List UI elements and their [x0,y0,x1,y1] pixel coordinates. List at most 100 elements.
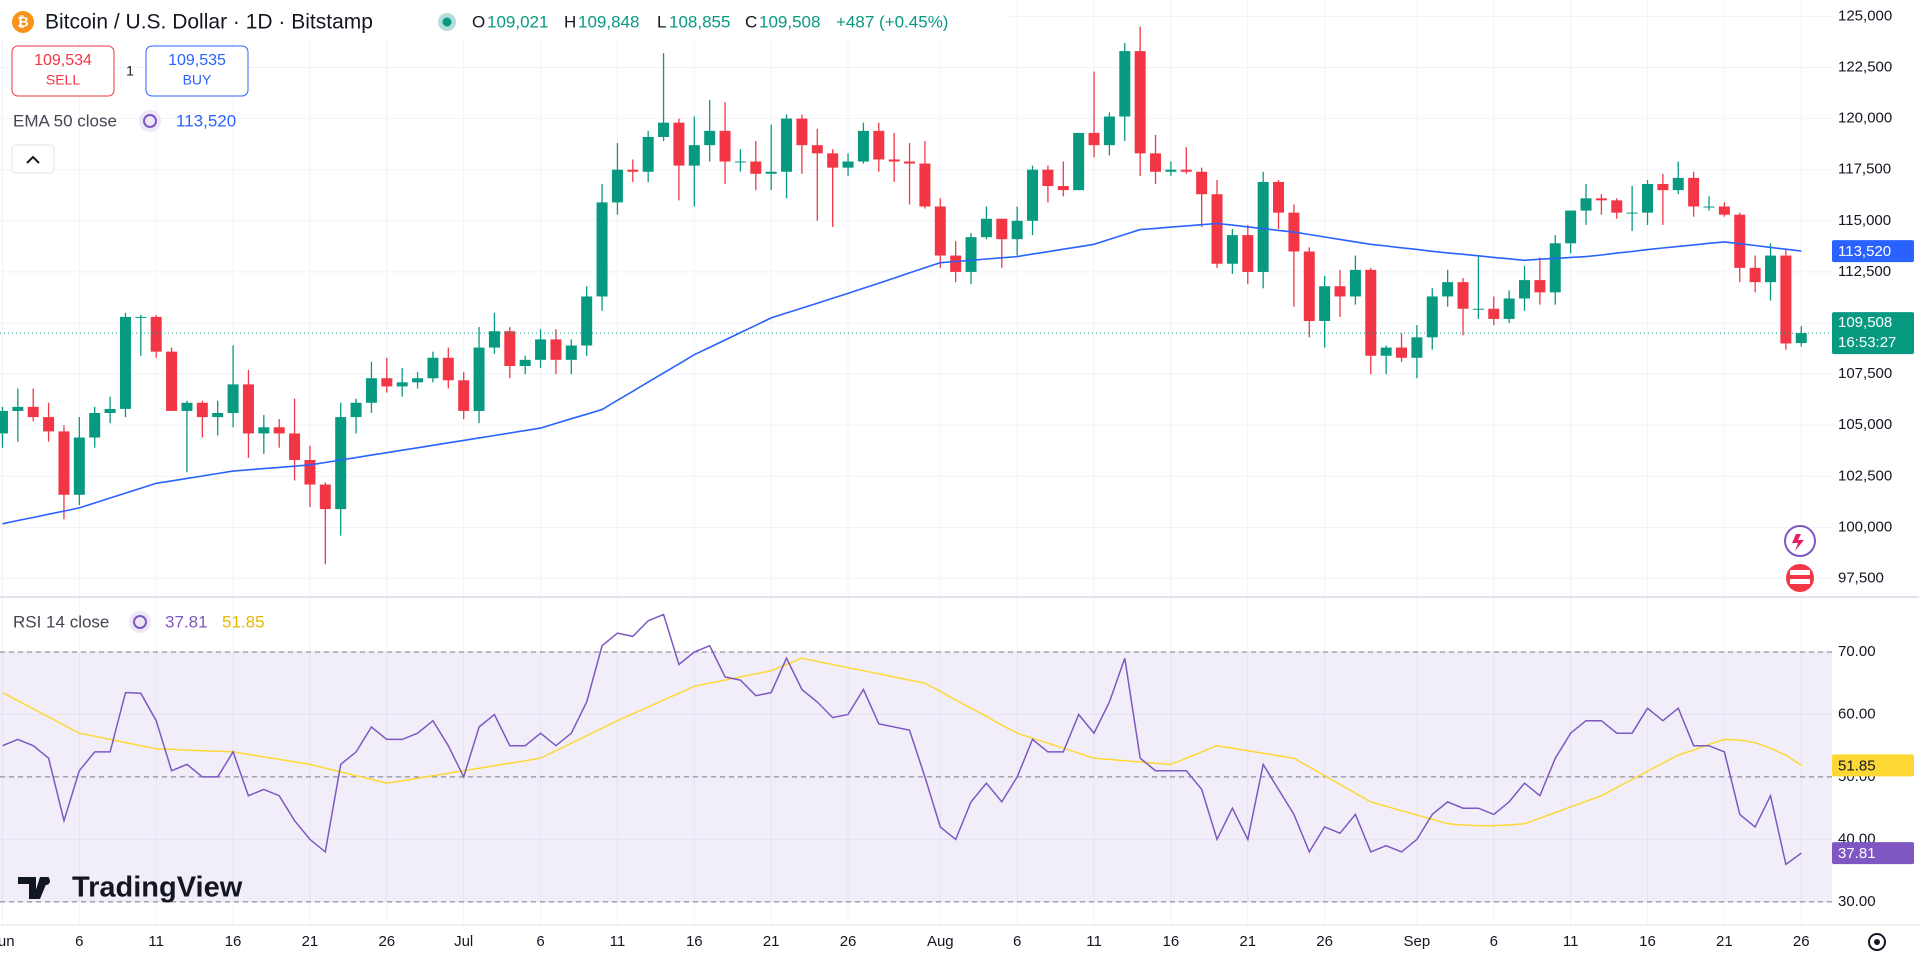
buy-price[interactable]: 109,535 [168,52,226,69]
header-bg [0,0,1010,40]
candle-body [627,169,639,172]
x-tick-label: 16 [686,933,703,950]
plot-layer [0,26,1832,866]
candle-body [1103,116,1115,146]
candle-body [1426,296,1438,338]
candle-body [888,159,900,162]
candle-body [1411,337,1423,358]
collapse-icon [26,155,40,164]
indicator-icon[interactable] [139,110,161,132]
legend-key: L [657,12,666,31]
symbol-icon [12,11,34,33]
candle-body [258,427,270,434]
candle-body [273,427,285,434]
events-glyph [1790,570,1810,575]
y-tick-label: 100,000 [1838,518,1892,535]
candle-body [427,357,439,379]
candle-body [904,161,916,164]
alert-glyph [1792,534,1804,551]
settings-glyph [1874,939,1880,945]
candle-body [1011,220,1023,240]
legend-value: 109,848 [578,12,639,31]
countdown-label: 16:53:27 [1838,334,1896,351]
x-tick-label: 16 [1639,933,1656,950]
candle-body [104,408,116,413]
candle-body [1549,243,1561,293]
candle-body [1672,177,1684,191]
indicator-icon[interactable] [129,611,151,633]
candle-body [1734,214,1746,268]
ema-legend: EMA 50 close [13,111,117,130]
candle-body [1718,206,1730,215]
candle-body [442,357,454,381]
candle-body [1088,132,1100,146]
candle-body [1180,169,1192,172]
sell-label[interactable]: SELL [46,72,80,88]
buy-box[interactable] [145,45,249,97]
candle-body [1503,298,1515,319]
candle-body [719,130,731,162]
logo-mark [18,877,49,899]
ema-legend-value: 113,520 [176,111,236,130]
ema-price-label: 113,520 [1838,243,1891,260]
candle-body [1595,198,1607,201]
candle-body [873,130,885,160]
candle-body [550,339,562,360]
collapse-button[interactable] [11,144,55,174]
buy-button[interactable]: 109,535 BUY [145,45,249,97]
candle-body [1073,132,1085,191]
candle-body [242,384,254,434]
candle-body [1303,251,1315,321]
candle-body [980,218,992,238]
value-tag [1832,842,1914,865]
candle-body [734,161,746,163]
legend-key: C [745,12,757,31]
candle-body [535,339,547,360]
candle-body [1565,210,1577,244]
legend-change: +487 (+0.45%) [836,12,948,31]
candle-body [1027,169,1039,221]
rsi-legend: RSI 14 close [13,612,109,631]
candle-body [196,402,208,418]
y-tick-label: 120,000 [1838,110,1892,127]
candle-body [857,130,869,162]
axis-layer: 97,500100,000102,500105,000107,500110,00… [0,7,1914,950]
settings-button[interactable] [1868,933,1886,951]
candle-body [1780,255,1792,344]
x-tick-label: Jul [454,933,473,950]
candle-body [1242,235,1254,272]
logo-text: TradingView [72,872,243,904]
candle-body [781,118,793,172]
candle-body [750,161,762,174]
candle-body [842,161,854,168]
candle-body [1334,286,1346,297]
y-tick-label: 107,500 [1838,365,1892,382]
candle-body [1150,153,1162,172]
candle-body [181,402,193,411]
y-tick-label: 115,000 [1838,212,1891,229]
candle-body [1688,177,1700,207]
legend-value: 109,508 [759,12,820,31]
candle-body [12,406,24,411]
spread: 1 [126,63,134,79]
candle-body [0,410,8,434]
x-tick-label: 16 [1163,933,1180,950]
sell-price[interactable]: 109,534 [34,52,92,69]
legend-value: 109,021 [487,12,548,31]
candle-body [412,378,424,383]
candle-body [1396,347,1408,358]
y-tick-label: 125,000 [1838,7,1892,24]
buy-label[interactable]: BUY [183,72,212,88]
candle-body [1488,308,1500,319]
legend-key: H [564,12,576,31]
y-tick-label: 60.00 [1838,705,1876,722]
candle-body [1196,171,1208,195]
sell-button[interactable]: 109,534 SELL [11,45,115,97]
candle-body [811,145,823,154]
value-tag-label: 51.85 [1838,757,1876,774]
candle-body [934,206,946,256]
sell-box[interactable] [11,45,115,97]
events-icon[interactable] [1784,562,1816,594]
